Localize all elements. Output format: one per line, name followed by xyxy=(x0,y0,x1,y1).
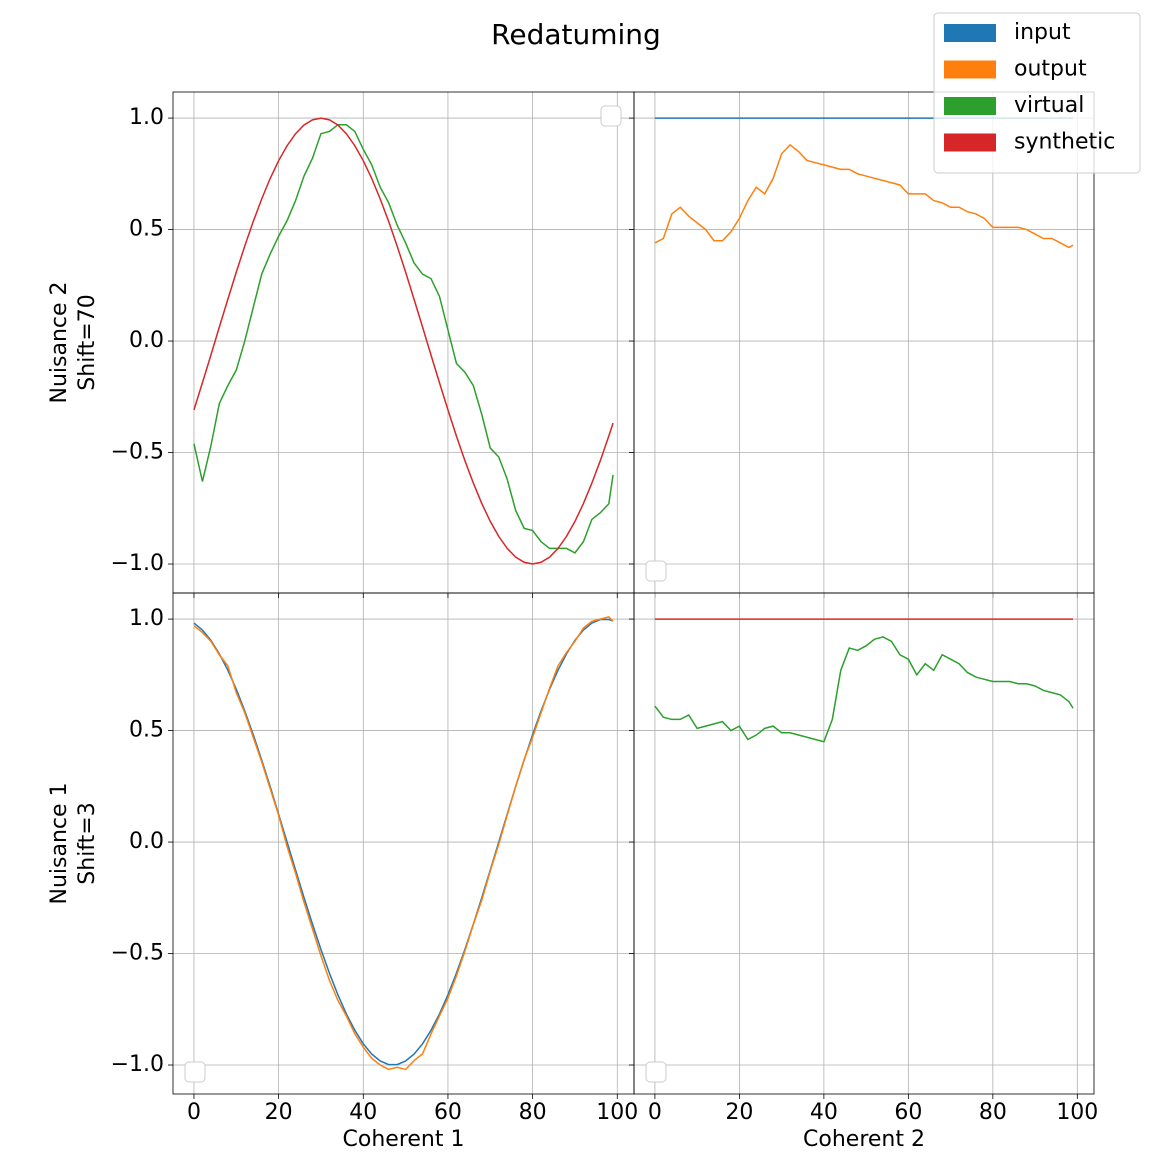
y-tick-label: 0.5 xyxy=(129,217,164,242)
y-tick-label: 0.0 xyxy=(129,328,164,353)
x-tick-label: 40 xyxy=(810,1100,838,1125)
y-axis-label: Shift=3 xyxy=(75,802,100,884)
legend-swatch xyxy=(944,97,996,115)
x-axis-label: Coherent 1 xyxy=(343,1127,465,1152)
y-axis-label: Nuisance 1 xyxy=(47,782,72,904)
x-tick-label: 100 xyxy=(596,1100,638,1125)
x-tick-label: 80 xyxy=(979,1100,1007,1125)
line-series xyxy=(654,636,1074,743)
empty-legend xyxy=(645,560,667,582)
x-axis-label: Coherent 2 xyxy=(803,1127,925,1152)
x-tick-label: 0 xyxy=(648,1100,662,1125)
x-tick-label: 100 xyxy=(1056,1100,1098,1125)
x-tick-label: 0 xyxy=(187,1100,201,1125)
plots: 0 20 40 60 80 100 −1.0 −0.5 0.0 0.5 1.0 Coherent 1 N… xyxy=(47,91,1098,1152)
y-tick-label: −0.5 xyxy=(111,941,164,966)
legend-label: synthetic xyxy=(1014,130,1115,155)
legend-swatch xyxy=(944,60,996,79)
subplot: 0 20 40 60 80 100 Coherent 2 xyxy=(629,592,1098,1152)
legend-swatch xyxy=(944,24,996,42)
legend-label: output xyxy=(1014,57,1087,82)
empty-legend xyxy=(645,1061,667,1083)
line-series xyxy=(654,143,1074,249)
empty-legend xyxy=(184,1061,206,1083)
legend-box xyxy=(933,12,1141,174)
y-axis-label: Nuisance 2 xyxy=(47,281,72,403)
x-tick-label: 40 xyxy=(349,1100,377,1125)
line-series xyxy=(193,616,614,1071)
legend-swatch xyxy=(944,133,996,152)
subplot: 0 20 40 60 80 100 −1.0 −0.5 0.0 0.5 1.0 Coherent 1 N… xyxy=(47,592,638,1152)
y-axis-label: Shift=70 xyxy=(75,294,100,390)
y-tick-label: 0.5 xyxy=(129,718,164,743)
empty-legend xyxy=(600,105,622,127)
y-tick-label: 1.0 xyxy=(129,606,164,631)
x-tick-label: 60 xyxy=(434,1100,462,1125)
y-tick-label: −1.0 xyxy=(111,1052,164,1077)
axes-frame xyxy=(633,592,1095,1095)
x-tick-label: 60 xyxy=(894,1100,922,1125)
axes-frame xyxy=(172,91,635,594)
x-tick-label: 20 xyxy=(265,1100,293,1125)
line-series xyxy=(193,117,614,565)
subplot: −1.0 −0.5 0.0 0.5 1.0 Nuisance 2 Shift=70 xyxy=(47,91,635,598)
y-tick-label: −1.0 xyxy=(111,551,164,576)
y-tick-label: 1.0 xyxy=(129,105,164,130)
empty-legends xyxy=(184,105,667,1083)
axes-frame xyxy=(172,592,635,1095)
y-tick-label: −0.5 xyxy=(111,440,164,465)
legend: input output virtual synthetic xyxy=(933,12,1141,174)
y-tick-label: 0.0 xyxy=(129,829,164,854)
figure-title: Redatuming xyxy=(491,18,661,51)
legend-label: input xyxy=(1014,20,1071,45)
x-tick-label: 20 xyxy=(725,1100,753,1125)
x-tick-label: 80 xyxy=(519,1100,547,1125)
legend-label: virtual xyxy=(1014,93,1084,118)
line-series xyxy=(193,124,614,554)
